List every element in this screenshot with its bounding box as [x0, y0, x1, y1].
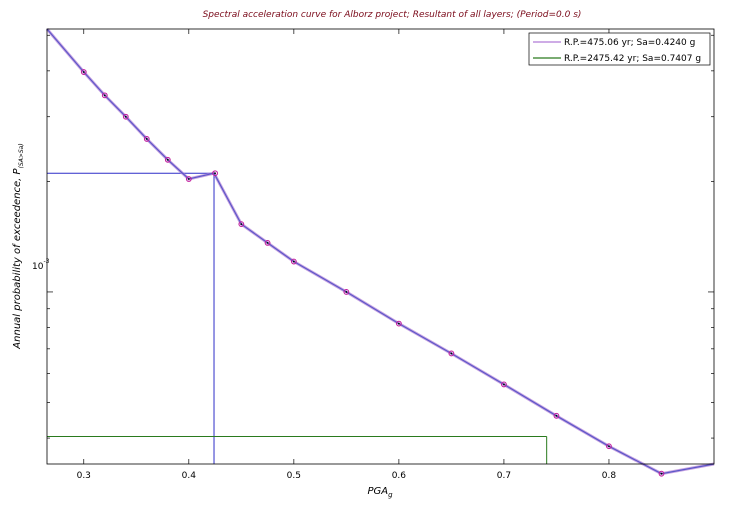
data-point-4: [164, 156, 171, 163]
plot-area: [45, 28, 715, 477]
data-point-0: [80, 69, 87, 75]
data-point-center-5: [187, 178, 190, 180]
data-point-3: [143, 136, 150, 142]
data-point-center-0: [82, 71, 85, 73]
data-point-center-4: [166, 158, 169, 161]
data-point-center-2: [124, 115, 127, 118]
data-point-center-16: [660, 472, 663, 475]
x-tick-label-4: 0.7: [497, 471, 511, 481]
x-tick-label-1: 0.4: [182, 471, 197, 481]
data-point-center-15: [608, 445, 610, 448]
data-point-center-10: [345, 291, 348, 293]
data-point-11: [395, 320, 402, 327]
x-tick-label-5: 0.8: [602, 471, 617, 481]
data-point-center-9: [292, 260, 295, 263]
legend-label-2475: R.P.=2475.42 yr; Sa=0.7407 g: [564, 54, 701, 64]
data-point-15: [606, 443, 612, 450]
data-point-center-11: [397, 322, 400, 325]
x-tick-label-3: 0.6: [392, 471, 407, 481]
data-point-2: [122, 113, 129, 120]
data-point-6: [212, 170, 218, 177]
data-point-center-8: [266, 242, 269, 244]
x-axis-label-sub: g: [388, 491, 393, 499]
data-point-7: [238, 221, 245, 228]
legend-label-475: R.P.=475.06 yr; Sa=0.4240 g: [564, 38, 695, 48]
data-point-16: [658, 470, 665, 477]
data-point-center-13: [503, 383, 505, 386]
y-tick-exponent: -3: [43, 258, 49, 265]
y-axis-label: Annual probability of exceedence, P(SA>S…: [12, 143, 25, 349]
data-point-10: [343, 289, 350, 295]
chart-title: Spectral acceleration curve for Alborz p…: [203, 10, 582, 20]
data-point-9: [290, 258, 297, 265]
data-point-8: [264, 240, 271, 246]
data-point-center-14: [555, 414, 558, 417]
data-point-center-7: [240, 223, 243, 226]
data-point-5: [185, 176, 192, 182]
data-point-center-12: [450, 352, 453, 355]
data-point-1: [101, 92, 108, 99]
legend: R.P.=475.06 yr; Sa=0.4240 g R.P.=2475.42…: [528, 32, 711, 66]
data-point-14: [553, 412, 560, 419]
x-axis-label-main: PGA: [367, 486, 388, 497]
y-axis-ticks: [47, 34, 714, 439]
legend-box: [528, 32, 711, 66]
x-tick-label-2: 0.5: [287, 471, 301, 481]
y-tick-label: 10-3: [32, 258, 50, 272]
data-point-center-1: [103, 94, 106, 97]
data-point-12: [448, 350, 455, 357]
data-point-center-3: [145, 138, 148, 140]
axes-box: [46, 28, 715, 465]
y-tick-base: 10: [32, 262, 44, 272]
data-point-13: [501, 381, 507, 388]
y-axis-label-sub: (SA>Sa): [18, 143, 25, 168]
x-axis-ticks: 0.3 0.4 0.5 0.6 0.7 0.8: [77, 29, 617, 481]
x-axis-label: PGAg: [367, 486, 393, 499]
x-tick-label-0: 0.3: [77, 471, 91, 481]
y-axis-label-main: Annual probability of exceedence, P: [12, 167, 23, 349]
data-point-center-6: [214, 172, 216, 175]
